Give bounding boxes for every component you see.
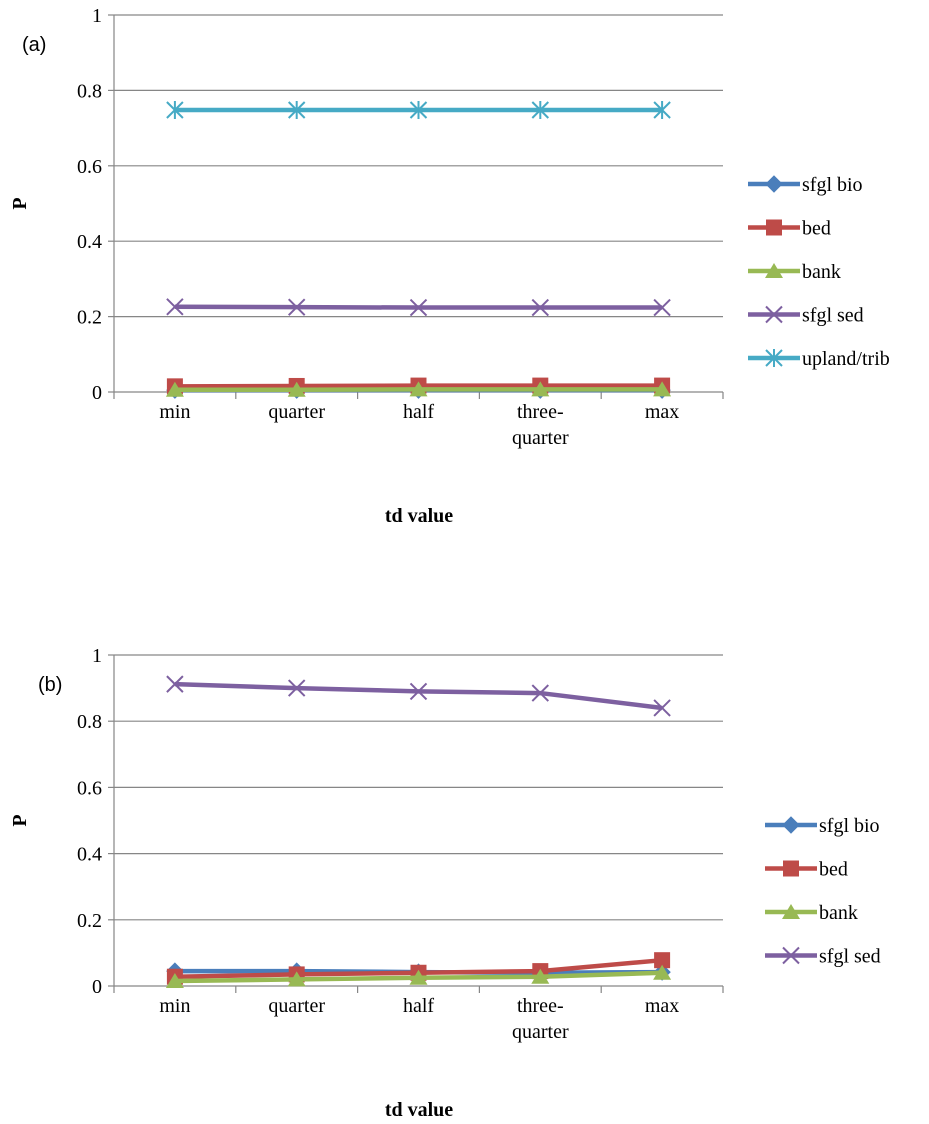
y-tick-label: 1 bbox=[92, 5, 102, 27]
y-axis-title: P bbox=[9, 197, 31, 209]
series-line-sfgl-sed bbox=[174, 681, 663, 711]
data-point-sfgl-sed bbox=[653, 298, 671, 317]
legend-swatch-marker bbox=[766, 219, 782, 236]
data-point-sfgl-sed bbox=[531, 298, 550, 317]
data-point-upland-trib bbox=[531, 101, 550, 120]
y-tick-label: 0.6 bbox=[77, 777, 102, 799]
legend-label: upland/trib bbox=[802, 348, 890, 370]
x-tick-label: min bbox=[159, 401, 190, 423]
y-tick-label: 0 bbox=[92, 382, 102, 404]
legend-item: bed bbox=[765, 859, 848, 881]
data-point-bank bbox=[165, 381, 184, 397]
data-point-sfgl-sed bbox=[287, 679, 306, 697]
data-point-sfgl-sed bbox=[287, 298, 306, 316]
legend-item: bed bbox=[748, 218, 831, 240]
y-tick-label: 0.4 bbox=[77, 844, 102, 866]
x-tick-label: quarter bbox=[268, 995, 325, 1017]
legend-item: upland/trib bbox=[748, 348, 890, 370]
y-tick-label: 0.2 bbox=[77, 910, 102, 932]
x-tick-label: three-quarter bbox=[512, 401, 569, 449]
legend-label: bed bbox=[819, 859, 848, 881]
y-tick-label: 0.8 bbox=[77, 80, 102, 102]
y-tick-label: 1 bbox=[92, 645, 102, 667]
y-tick-label: 0.2 bbox=[77, 307, 102, 329]
data-point-bank bbox=[165, 973, 184, 989]
legend-swatch-marker bbox=[765, 305, 783, 324]
legend-label: sfgl sed bbox=[802, 305, 864, 327]
legend-swatch-marker bbox=[765, 349, 783, 367]
data-point-bed bbox=[654, 952, 671, 969]
legend-label: bank bbox=[819, 902, 858, 924]
data-point-bank bbox=[287, 971, 306, 987]
y-tick-label: 0 bbox=[92, 976, 102, 998]
legend-swatch-marker bbox=[782, 816, 800, 834]
legend-swatch-marker bbox=[765, 175, 783, 193]
legend-item: sfgl sed bbox=[748, 305, 864, 327]
legend-item: bank bbox=[748, 261, 841, 283]
x-tick-label: quarter bbox=[268, 401, 325, 423]
data-point-upland-trib bbox=[287, 101, 306, 120]
data-point-sfgl-sed bbox=[166, 298, 184, 316]
legend-label: bed bbox=[802, 218, 831, 240]
data-point-bank bbox=[653, 964, 672, 980]
y-axis-title: P bbox=[9, 814, 31, 826]
data-point-bank bbox=[531, 381, 550, 397]
data-point-bank bbox=[531, 968, 550, 984]
legend-item: sfgl bio bbox=[765, 815, 880, 837]
data-point-sfgl-sed bbox=[409, 298, 428, 317]
data-point-upland-trib bbox=[409, 101, 428, 120]
y-tick-label: 0.4 bbox=[77, 231, 102, 253]
x-axis-title: td value bbox=[385, 505, 453, 527]
data-point-sfgl-sed bbox=[653, 699, 671, 717]
data-point-upland-trib bbox=[166, 101, 184, 120]
legend-label: sfgl sed bbox=[819, 946, 881, 968]
data-point-bank bbox=[653, 381, 672, 397]
data-point-sfgl-sed bbox=[166, 675, 184, 693]
x-tick-label: max bbox=[645, 995, 679, 1017]
legend-label: sfgl bio bbox=[802, 174, 863, 196]
y-tick-label: 0.6 bbox=[77, 156, 102, 178]
data-point-sfgl-sed bbox=[531, 684, 550, 702]
x-tick-label: max bbox=[645, 401, 679, 423]
legend-item: sfgl bio bbox=[748, 174, 863, 196]
panel-label: (b) bbox=[38, 674, 62, 696]
x-tick-label: three-quarter bbox=[512, 995, 569, 1043]
legend-swatch-marker bbox=[783, 860, 799, 877]
panel-label: (a) bbox=[22, 34, 46, 56]
x-tick-label: min bbox=[159, 995, 190, 1017]
legend-label: bank bbox=[802, 261, 841, 283]
data-point-upland-trib bbox=[653, 101, 671, 120]
legend-swatch-marker bbox=[765, 263, 783, 278]
legend-item: sfgl sed bbox=[765, 946, 881, 968]
legend-item: bank bbox=[765, 902, 858, 924]
data-point-bank bbox=[287, 381, 306, 397]
legend-label: sfgl bio bbox=[819, 815, 880, 837]
x-tick-label: half bbox=[403, 995, 434, 1017]
data-point-bank bbox=[409, 381, 428, 397]
x-axis-title: td value bbox=[385, 1099, 453, 1121]
y-tick-label: 0.8 bbox=[77, 711, 102, 733]
chart-panel-a: 0 0.2 0.4 0.6 0.8 1 min quarter half three-quarte… bbox=[9, 5, 890, 527]
x-tick-label: half bbox=[403, 401, 434, 423]
data-point-sfgl-sed bbox=[409, 682, 428, 701]
legend-swatch-marker bbox=[782, 904, 800, 919]
chart-panel-b: 0 0.2 0.4 0.6 0.8 1 min quarter half three-quarte… bbox=[9, 645, 881, 1121]
legend-swatch-marker bbox=[782, 946, 800, 965]
data-point-bank bbox=[409, 969, 428, 985]
